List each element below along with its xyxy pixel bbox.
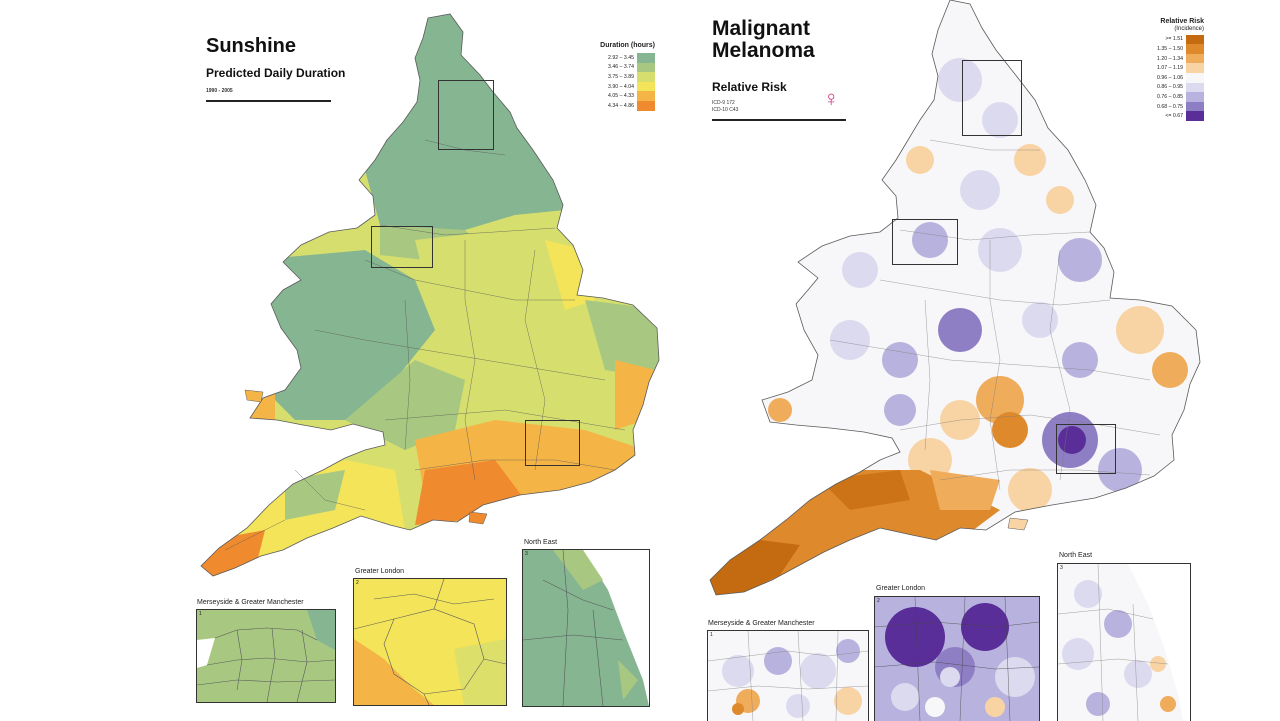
melanoma-map-panel: Malignant Melanoma Relative Risk ICD-9 1…: [700, 0, 1220, 721]
melanoma-legend-row: 0.76 – 0.85: [1108, 92, 1204, 102]
melanoma-legend-swatch: [1186, 44, 1204, 54]
sunshine-legend-row: 4.05 – 4.33: [561, 91, 655, 101]
sunshine-legend-swatch: [637, 81, 655, 92]
melanoma-inset-london: 2: [874, 596, 1040, 721]
melanoma-icd9-code: ICD-9 172: [712, 100, 735, 106]
female-symbol-icon: ♀: [823, 86, 840, 111]
melanoma-locator-merseyside: [892, 219, 958, 265]
sunshine-legend-label: 4.05 – 4.33: [608, 93, 634, 100]
melanoma-legend-row: 0.96 – 1.06: [1108, 73, 1204, 83]
sunshine-inset-merseyside: 1: [196, 609, 336, 703]
melanoma-legend-swatch: [1186, 111, 1204, 122]
melanoma-legend-label: 0.68 – 0.75: [1157, 103, 1183, 110]
sunshine-inset-number-london: 2: [356, 580, 359, 586]
sunshine-legend-row: 4.34 – 4.86: [561, 100, 655, 111]
sunshine-title-rule: [206, 100, 331, 102]
melanoma-inset-number-london: 2: [877, 598, 880, 604]
sunshine-inset-label-merseyside: Merseyside & Greater Manchester: [197, 599, 304, 606]
melanoma-legend-label: 1.35 – 1.50: [1157, 46, 1183, 53]
melanoma-legend-row: 0.86 – 0.95: [1108, 82, 1204, 93]
sunshine-legend-label: 2.92 – 3.45: [608, 54, 634, 61]
sunshine-legend-row: 3.90 – 4.04: [561, 81, 655, 92]
sunshine-legend-label: 3.46 – 3.74: [608, 64, 634, 71]
melanoma-inset-label-northeast: North East: [1059, 552, 1093, 559]
melanoma-legend-label: <= 0.67: [1165, 113, 1183, 120]
melanoma-subtitle: Relative Risk: [712, 80, 787, 94]
sunshine-legend: Duration (hours) 2.92 – 3.45 3.46 – 3.74 3…: [561, 42, 655, 111]
melanoma-inset-label-merseyside: Merseyside & Greater Manchester: [708, 620, 815, 627]
melanoma-icd10-code: ICD-10 C43: [712, 107, 739, 113]
melanoma-legend-label: 1.07 – 1.19: [1157, 65, 1183, 72]
melanoma-england-wales-map: [709, 0, 1201, 596]
sunshine-locator-london: [525, 420, 580, 466]
melanoma-legend-label: 1.20 – 1.34: [1157, 55, 1183, 62]
melanoma-inset-number-merseyside: 1: [710, 632, 713, 638]
melanoma-legend-row: 1.07 – 1.19: [1108, 63, 1204, 74]
melanoma-inset-label-london: Greater London: [876, 585, 926, 592]
sunshine-legend-title: Duration (hours): [600, 42, 655, 49]
sunshine-inset-number-northeast: 3: [525, 551, 528, 557]
sunshine-inset-label-northeast: North East: [524, 539, 558, 546]
sunshine-map-panel: Sunshine Predicted Daily Duration 1990 -…: [165, 0, 675, 720]
melanoma-legend-swatch: [1186, 34, 1204, 45]
sunshine-legend-swatch: [637, 72, 655, 82]
melanoma-legend-row: <= 0.67: [1108, 111, 1204, 122]
melanoma-legend-swatch: [1186, 101, 1204, 112]
melanoma-legend-title: Relative Risk: [1160, 18, 1204, 25]
sunshine-title: Sunshine: [206, 35, 297, 57]
sunshine-legend-label: 3.75 – 3.89: [608, 73, 634, 80]
sunshine-legend-swatch: [637, 100, 655, 111]
melanoma-legend-row: 1.20 – 1.34: [1108, 53, 1204, 64]
melanoma-locator-london: [1056, 424, 1116, 474]
melanoma-legend-label: 0.96 – 1.06: [1157, 74, 1183, 81]
melanoma-locator-northeast: [962, 60, 1022, 136]
melanoma-inset-merseyside: 1: [707, 630, 869, 721]
sunshine-legend-swatch: [637, 62, 655, 73]
sunshine-legend-row: 2.92 – 3.45: [561, 53, 655, 63]
sunshine-legend-row: 3.46 – 3.74: [561, 62, 655, 73]
melanoma-legend-swatch: [1186, 92, 1204, 102]
sunshine-legend-label: 3.90 – 4.04: [608, 83, 634, 90]
melanoma-legend-swatch: [1186, 53, 1204, 64]
sunshine-inset-london: 2: [353, 578, 507, 706]
melanoma-legend-row: 0.68 – 0.75: [1108, 101, 1204, 112]
sunshine-inset-label-london: Greater London: [355, 568, 405, 575]
melanoma-legend-label: >= 1.51: [1165, 36, 1183, 43]
melanoma-inset-northeast: 3: [1057, 563, 1191, 721]
melanoma-legend-swatch: [1186, 63, 1204, 74]
melanoma-inset-number-northeast: 3: [1060, 565, 1063, 571]
melanoma-title-rule: [712, 119, 846, 121]
sunshine-locator-northeast: [438, 80, 494, 150]
melanoma-legend-subtitle: (Incidence): [1174, 25, 1204, 32]
melanoma-legend-label: 0.86 – 0.95: [1157, 84, 1183, 91]
sunshine-locator-merseyside: [371, 226, 433, 268]
sunshine-inset-northeast: 3: [522, 549, 650, 707]
sunshine-subtitle: Predicted Daily Duration: [206, 66, 346, 80]
sunshine-legend-swatch: [637, 91, 655, 101]
melanoma-legend-swatch: [1186, 82, 1204, 93]
melanoma-legend-row: >= 1.51: [1108, 34, 1204, 45]
melanoma-title: Malignant Melanoma: [712, 17, 815, 63]
melanoma-legend-row: 1.35 – 1.50: [1108, 44, 1204, 54]
sunshine-legend-swatch: [637, 53, 655, 63]
sunshine-legend-row: 3.75 – 3.89: [561, 72, 655, 82]
sunshine-period: 1990 - 2005: [206, 88, 233, 94]
melanoma-legend-label: 0.76 – 0.85: [1157, 94, 1183, 101]
sunshine-legend-label: 4.34 – 4.86: [608, 102, 634, 109]
sunshine-inset-number-merseyside: 1: [199, 611, 202, 617]
melanoma-legend-swatch: [1186, 73, 1204, 83]
melanoma-legend: Relative Risk (Incidence) >= 1.51 1.35 – …: [1108, 18, 1204, 122]
